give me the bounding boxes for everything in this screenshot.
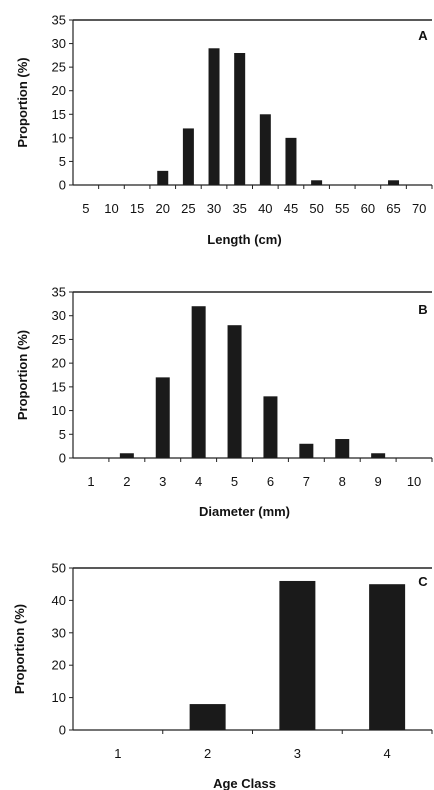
x-tick-label: 45 [284,201,298,216]
y-tick-label: 35 [52,13,66,28]
x-tick-label: 3 [159,474,166,489]
x-tick-label: 3 [294,746,301,761]
bar [182,128,194,185]
y-tick-label: 50 [52,561,66,576]
bar [155,377,170,458]
panel-label: B [418,302,427,317]
y-tick-label: 5 [59,154,66,169]
y-tick-label: 30 [52,625,66,640]
y-tick-label: 0 [59,723,66,738]
y-axis-title: Proportion (%) [15,57,30,147]
bar [279,580,316,730]
x-tick-label: 25 [181,201,195,216]
x-tick-label: 8 [339,474,346,489]
chart-panel-b: 0 5 10 15 20 25 30 35 1 2 3 4 5 6 7 8 9 10 Diameter (mm) Pr… [15,285,433,519]
bar [263,396,278,458]
x-tick-label: 2 [204,746,211,761]
y-tick-label: 30 [52,308,66,323]
x-tick-label: 55 [335,201,349,216]
panel-label: A [418,28,428,43]
bar [208,48,220,186]
bar [259,114,271,185]
x-tick-label: 15 [130,201,144,216]
bar [157,170,169,185]
y-tick-label: 25 [52,332,66,347]
bar [311,180,323,185]
bar [285,137,297,185]
bar [234,53,246,185]
x-tick-label: 5 [82,201,89,216]
y-tick-label: 10 [52,130,66,145]
x-axis-title: Diameter (mm) [199,504,290,519]
chart-panel-c: 0 10 20 30 40 50 1 2 3 4 Age Class Proportion (%) C [12,561,433,790]
x-tick-label: 1 [114,746,121,761]
y-tick-label: 15 [52,107,66,122]
bar [189,704,226,730]
bar [299,443,314,458]
y-tick-label: 5 [59,427,66,442]
x-tick-label: 2 [123,474,130,489]
x-tick-label: 1 [87,474,94,489]
x-tick-label: 6 [267,474,274,489]
y-tick-label: 40 [52,593,66,608]
y-tick-label: 35 [52,285,66,300]
y-tick-label: 0 [59,451,66,466]
y-tick-label: 10 [52,690,66,705]
x-tick-label: 40 [258,201,272,216]
x-tick-label: 65 [386,201,400,216]
bar [371,453,386,458]
x-tick-label: 10 [407,474,421,489]
y-tick-label: 20 [52,356,66,371]
x-tick-label: 5 [231,474,238,489]
bar [119,453,134,458]
x-axis-title: Length (cm) [207,232,281,247]
x-tick-label: 30 [207,201,221,216]
y-tick-label: 30 [52,36,66,51]
x-tick-label: 60 [361,201,375,216]
y-axis-title: Proportion (%) [15,330,30,420]
panel-label: C [418,574,428,589]
y-axis-title: Proportion (%) [12,604,27,694]
x-tick-label: 20 [156,201,170,216]
x-axis-title: Age Class [213,776,276,790]
chart-panel-a: 0 5 10 15 20 25 30 35 5 10 15 20 25 30 35 40 45 50 55 60 65 7… [15,13,433,247]
y-tick-label: 0 [59,178,66,193]
x-tick-label: 4 [384,746,391,761]
x-tick-label: 70 [412,201,426,216]
x-tick-label: 35 [232,201,246,216]
y-tick-label: 20 [52,658,66,673]
x-tick-label: 4 [195,474,202,489]
x-tick-label: 10 [104,201,118,216]
y-tick-label: 20 [52,83,66,98]
y-tick-label: 25 [52,60,66,75]
x-tick-label: 7 [303,474,310,489]
bar [335,439,350,458]
x-tick-label: 9 [375,474,382,489]
bar [369,584,406,730]
y-tick-label: 10 [52,403,66,418]
x-tick-label: 50 [309,201,323,216]
bar [388,180,400,185]
bar [227,325,242,458]
y-tick-label: 15 [52,379,66,394]
bar [191,306,206,458]
